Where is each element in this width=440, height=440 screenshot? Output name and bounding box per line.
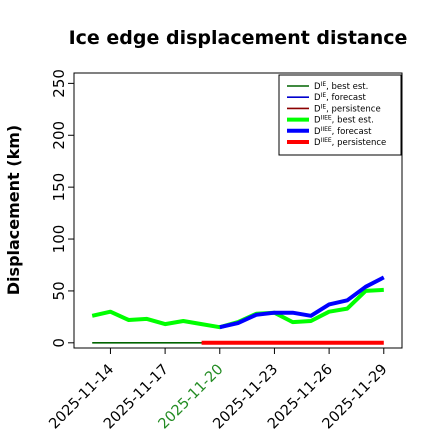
y-tick-label: 100 [50,225,68,254]
y-tick-label: 0 [50,338,68,348]
chart-title: Ice edge displacement distance [69,27,408,49]
y-axis-label: Displacement (km) [4,125,23,295]
y-tick-label: 50 [50,281,68,300]
y-axis: 0 50 100 150 200 250 [50,69,74,348]
legend-entry: DIIEE, forecast [314,126,372,137]
y-tick-label: 250 [50,69,68,98]
legend-entry: DIIEE, persistence [314,137,386,148]
y-tick-label: 200 [50,121,68,150]
y-tick-label: 150 [50,173,68,202]
legend-entry: DIIEE, best est. [314,115,374,126]
series-layer [91,275,385,345]
legend-entry: DIE, persistence [314,103,381,114]
legend-entry: DIE, forecast [314,92,367,103]
plot-frame [73,72,403,349]
series-line [219,275,385,330]
legend-entry: DIE, best est. [314,81,368,92]
